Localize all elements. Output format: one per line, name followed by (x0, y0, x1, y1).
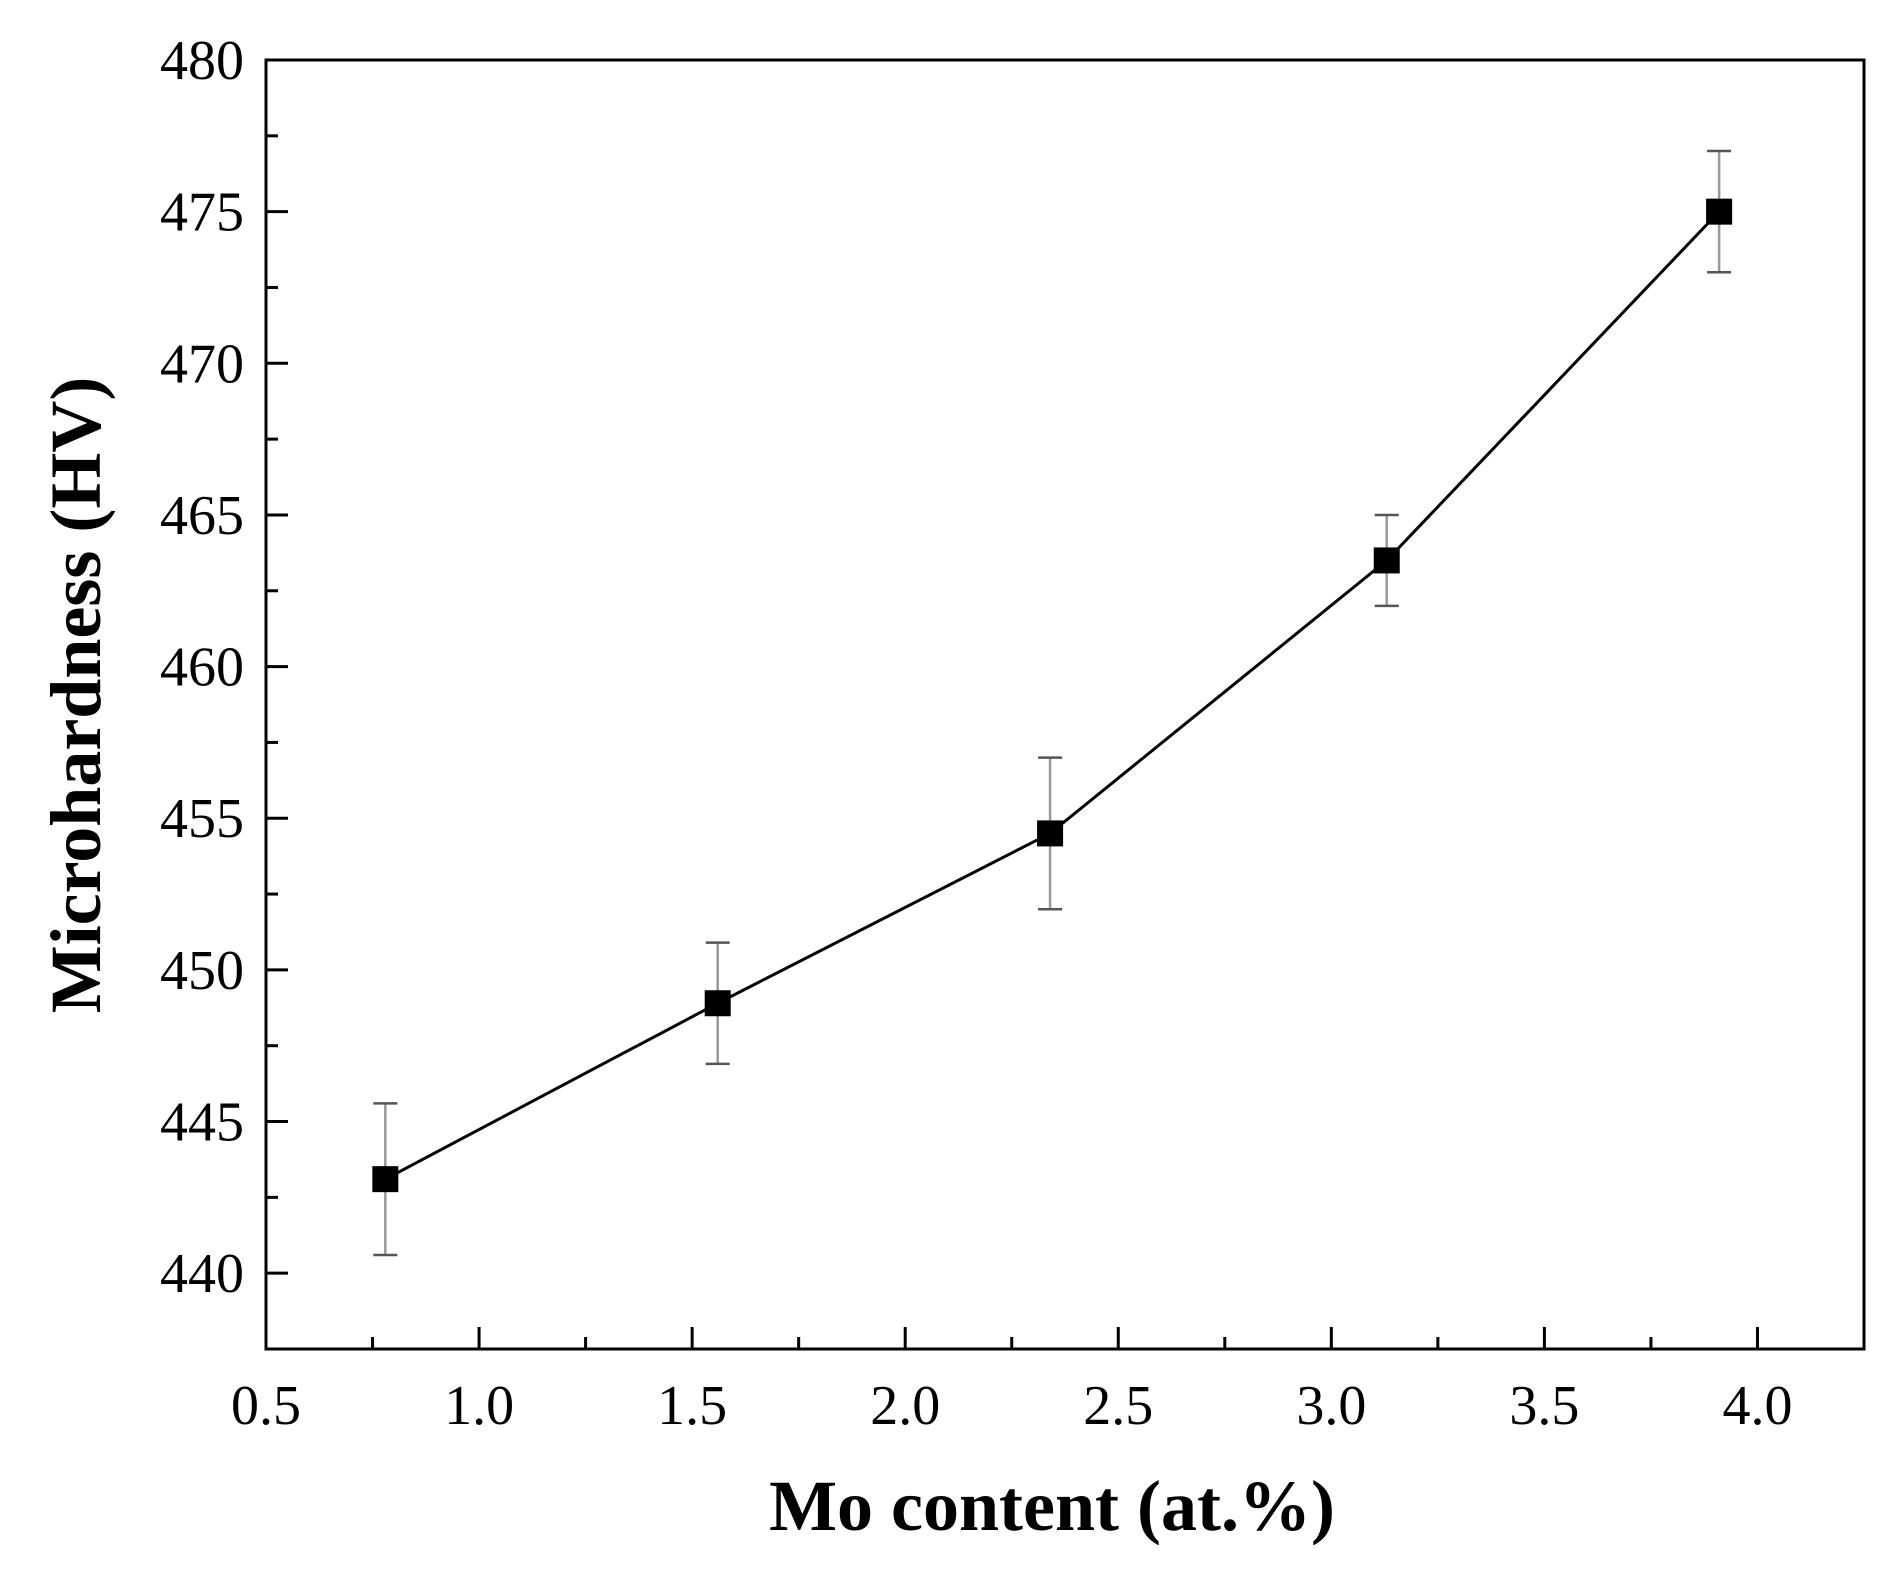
y-tick-label: 460 (160, 637, 244, 699)
x-tick-label: 1.0 (444, 1375, 514, 1437)
y-axis-title: Microhardness (HV) (36, 377, 116, 1014)
x-tick-label: 0.5 (231, 1375, 301, 1437)
x-tick-label: 4.0 (1722, 1375, 1792, 1437)
y-tick-label: 450 (160, 940, 244, 1002)
y-tick-label: 445 (160, 1092, 244, 1154)
x-tick-label: 2.0 (870, 1375, 940, 1437)
x-tick-label: 1.5 (657, 1375, 727, 1437)
x-tick-label: 2.5 (1083, 1375, 1153, 1437)
data-point (1373, 547, 1400, 574)
plot-frame (264, 58, 1866, 1351)
y-tick-label: 440 (160, 1243, 244, 1305)
y-tick-label: 470 (160, 333, 244, 395)
data-point (372, 1166, 399, 1193)
y-tick-label: 455 (160, 788, 244, 850)
data-point (1037, 820, 1064, 847)
series-line (384, 210, 1721, 1181)
x-axis-title: Mo content (at.%) (769, 1466, 1335, 1546)
data-point (704, 990, 731, 1017)
y-tick-label: 475 (160, 182, 244, 244)
data-point (1706, 198, 1733, 225)
y-tick-label: 465 (160, 485, 244, 547)
y-tick-label: 480 (160, 30, 244, 92)
x-tick-label: 3.0 (1296, 1375, 1366, 1437)
x-tick-label: 3.5 (1509, 1375, 1579, 1437)
